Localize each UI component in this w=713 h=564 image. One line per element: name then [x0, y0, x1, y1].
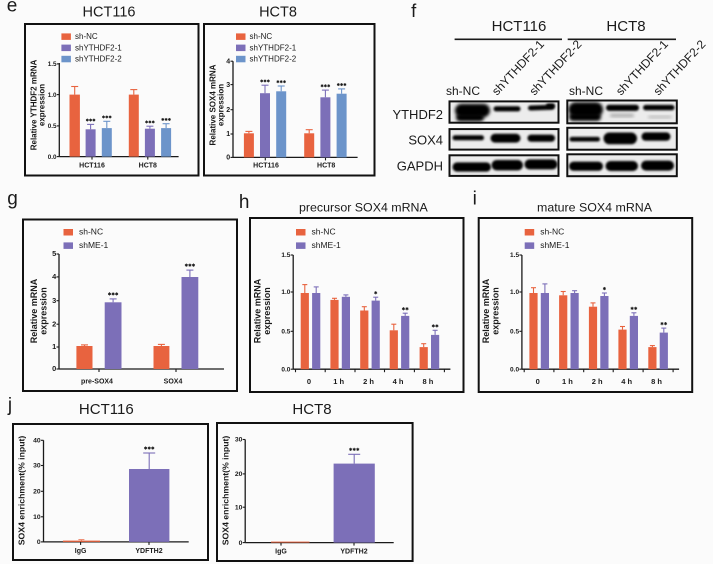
svg-text:i: i [473, 189, 477, 210]
svg-text:2: 2 [52, 319, 56, 328]
svg-text:HCT116: HCT116 [253, 162, 279, 169]
svg-text:30: 30 [33, 463, 41, 470]
svg-text:3: 3 [226, 82, 230, 89]
svg-text:Relative mRNA: Relative mRNA [29, 278, 39, 343]
svg-text:1.0: 1.0 [281, 289, 290, 296]
svg-text:0.5: 0.5 [510, 329, 519, 336]
svg-text:HCT8: HCT8 [259, 5, 297, 21]
svg-text:1 h: 1 h [333, 377, 344, 386]
svg-text:shME-1: shME-1 [540, 240, 570, 250]
svg-text:Relative mRNA: Relative mRNA [253, 278, 263, 343]
svg-text:8 h: 8 h [651, 377, 662, 386]
svg-text:1.0: 1.0 [510, 289, 519, 296]
svg-text:shYTHDF2-1: shYTHDF2-1 [75, 43, 122, 52]
svg-text:HCT8: HCT8 [139, 162, 157, 169]
svg-text:Relative mRNA: Relative mRNA [481, 278, 491, 343]
svg-text:1 h: 1 h [562, 377, 573, 386]
svg-text:IgG: IgG [275, 549, 287, 556]
svg-text:shME-1: shME-1 [312, 240, 342, 250]
svg-text:1.5: 1.5 [510, 252, 519, 259]
svg-text:sh-NC: sh-NC [250, 32, 273, 41]
svg-text:2: 2 [226, 107, 230, 114]
svg-text:4 h: 4 h [393, 377, 404, 386]
svg-text:HCT116: HCT116 [492, 18, 547, 35]
svg-text:j: j [7, 395, 12, 416]
svg-text:Relative SOX4 mRNA: Relative SOX4 mRNA [208, 64, 217, 145]
svg-text:SOX4: SOX4 [164, 378, 183, 385]
svg-text:1.5: 1.5 [48, 61, 57, 68]
svg-text:20: 20 [33, 489, 41, 496]
svg-text:expression: expression [38, 84, 47, 126]
svg-text:HCT116: HCT116 [79, 401, 134, 418]
svg-text:0: 0 [536, 377, 540, 386]
svg-text:0: 0 [307, 377, 311, 386]
svg-text:20: 20 [235, 471, 243, 478]
svg-text:1.0: 1.0 [48, 92, 57, 99]
svg-text:YDFTH2: YDFTH2 [135, 548, 162, 555]
svg-text:f: f [411, 0, 417, 21]
svg-text:e: e [7, 0, 18, 16]
svg-text:SOX4: SOX4 [408, 133, 443, 148]
svg-text:expression: expression [262, 287, 272, 335]
svg-text:HCT116: HCT116 [83, 5, 136, 21]
svg-text:8 h: 8 h [422, 377, 433, 386]
svg-text:shME-1: shME-1 [79, 240, 109, 250]
svg-text:sh-NC: sh-NC [75, 32, 98, 41]
svg-text:HCT8: HCT8 [606, 18, 645, 35]
svg-text:10: 10 [33, 514, 41, 521]
svg-text:2 h: 2 h [363, 377, 374, 386]
svg-text:h: h [239, 192, 250, 213]
svg-text:IgG: IgG [75, 548, 87, 555]
svg-text:4: 4 [52, 272, 57, 281]
svg-text:precursor SOX4 mRNA: precursor SOX4 mRNA [299, 201, 428, 215]
svg-text:4 h: 4 h [621, 377, 632, 386]
svg-text:0.0: 0.0 [281, 366, 290, 373]
svg-text:5: 5 [52, 249, 56, 258]
svg-text:shYTHDF2-2: shYTHDF2-2 [75, 55, 122, 64]
svg-text:10: 10 [235, 504, 243, 511]
svg-text:1: 1 [52, 342, 56, 351]
svg-text:0: 0 [239, 540, 243, 547]
svg-text:expression: expression [491, 287, 501, 335]
svg-text:g: g [7, 189, 18, 210]
svg-text:0: 0 [37, 539, 41, 546]
svg-text:YTHDF2: YTHDF2 [392, 107, 443, 122]
svg-text:0: 0 [52, 364, 56, 373]
svg-text:HCT8: HCT8 [317, 162, 335, 169]
svg-text:3: 3 [52, 296, 56, 305]
svg-text:sh-NC: sh-NC [79, 227, 103, 237]
svg-text:YDFTH2: YDFTH2 [340, 549, 367, 556]
svg-text:mature SOX4 mRNA: mature SOX4 mRNA [537, 201, 653, 215]
svg-text:40: 40 [33, 438, 41, 445]
svg-text:sh-NC: sh-NC [569, 84, 603, 98]
svg-text:0.0: 0.0 [48, 154, 57, 161]
svg-text:1: 1 [226, 131, 230, 138]
svg-text:30: 30 [235, 437, 243, 444]
svg-text:sh-NC: sh-NC [446, 84, 480, 98]
svg-text:Relative YTHDF2 mRNA: Relative YTHDF2 mRNA [29, 60, 38, 151]
svg-text:shYTHDF2-2: shYTHDF2-2 [250, 55, 297, 64]
svg-text:1.5: 1.5 [281, 252, 290, 259]
svg-text:2 h: 2 h [592, 377, 603, 386]
svg-text:pre-SOX4: pre-SOX4 [81, 378, 113, 385]
svg-text:expression: expression [217, 84, 226, 126]
svg-text:0: 0 [226, 155, 230, 162]
svg-text:HCT8: HCT8 [292, 401, 331, 418]
svg-text:GAPDH: GAPDH [397, 159, 443, 174]
svg-text:0.5: 0.5 [48, 123, 57, 130]
svg-text:HCT116: HCT116 [79, 162, 105, 169]
svg-text:4: 4 [226, 58, 230, 65]
svg-text:SOX4 enrichment(% input): SOX4 enrichment(% input) [17, 436, 27, 546]
svg-text:shYTHDF2-1: shYTHDF2-1 [250, 43, 297, 52]
svg-text:0.0: 0.0 [510, 366, 519, 373]
svg-text:expression: expression [39, 287, 49, 335]
svg-text:sh-NC: sh-NC [312, 227, 336, 237]
svg-text:sh-NC: sh-NC [540, 227, 564, 237]
svg-text:0.5: 0.5 [281, 329, 290, 336]
svg-text:SOX4 enrichment(% input): SOX4 enrichment(% input) [221, 436, 231, 546]
